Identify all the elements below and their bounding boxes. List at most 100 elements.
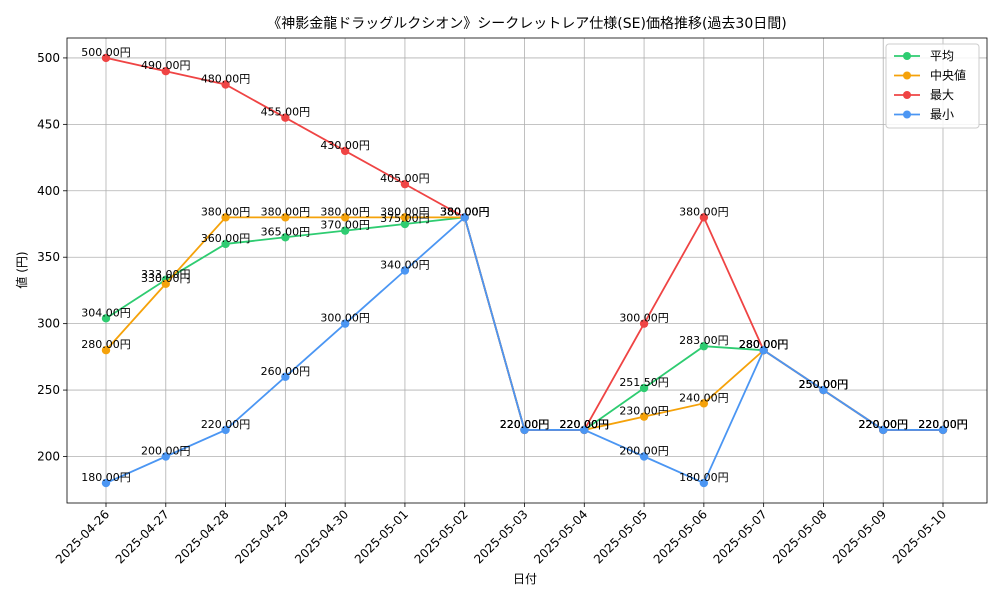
x-tick-label: 2025-05-03: [471, 507, 530, 566]
legend-swatch-marker: [903, 110, 911, 119]
y-tick-label: 450: [37, 117, 60, 131]
x-axis-label: 日付: [513, 572, 537, 586]
data-point: [221, 239, 230, 249]
legend-swatch-marker: [903, 52, 911, 60]
data-label: 220.00円: [560, 418, 610, 431]
data-label: 220.00円: [560, 418, 610, 431]
data-point: [161, 452, 170, 461]
legend-label: 平均: [930, 49, 954, 63]
data-point: [400, 179, 410, 189]
data-label: 405.00円: [380, 172, 430, 185]
data-label: 250.00円: [799, 378, 849, 391]
data-label: 220.00円: [858, 418, 908, 431]
data-label: 220.00円: [500, 418, 550, 431]
data-label: 280.00円: [739, 338, 789, 351]
chart-title: 《神影金龍ドラッグルクシオン》シークレットレア仕様(SE)価格推移(過去30日間…: [267, 15, 786, 32]
data-label: 180.00円: [81, 471, 131, 484]
data-label: 380.00円: [440, 205, 490, 218]
legend-label: 中央値: [930, 68, 966, 83]
data-label: 304.00円: [81, 306, 131, 319]
x-tick-label: 2025-05-01: [352, 507, 411, 566]
y-tick-label: 350: [37, 250, 60, 264]
x-tick-label: 2025-05-09: [830, 507, 889, 566]
data-point: [340, 146, 350, 156]
x-tick-label: 2025-05-05: [591, 507, 650, 566]
data-label: 200.00円: [619, 445, 669, 458]
x-tick-label: 2025-05-02: [412, 507, 471, 566]
legend-box: [885, 43, 980, 129]
data-label: 283.00円: [679, 334, 729, 347]
data-label: 220.00円: [858, 418, 908, 431]
data-point: [699, 399, 709, 408]
data-point: [101, 53, 111, 63]
y-tick-label: 500: [37, 51, 60, 65]
data-point: [221, 213, 230, 222]
x-tick-label: 2025-04-30: [292, 507, 351, 566]
data-label: 300.00円: [619, 312, 669, 325]
data-label: 430.00円: [320, 139, 370, 152]
data-label: 220.00円: [918, 418, 968, 431]
data-label: 200.00円: [141, 445, 191, 458]
data-label: 251.50円: [619, 376, 669, 389]
x-tick-label: 2025-04-26: [53, 507, 112, 566]
y-tick-label: 400: [37, 184, 60, 198]
data-point: [520, 425, 529, 435]
data-point: [639, 383, 649, 393]
data-label: 300.00円: [320, 312, 370, 325]
data-label: 370.00円: [320, 219, 370, 232]
data-point: [400, 219, 410, 229]
data-label: 220.00円: [500, 418, 550, 431]
data-point: [580, 425, 589, 435]
y-axis-label: 値 (円): [14, 251, 29, 288]
data-point: [101, 478, 111, 488]
data-point: [221, 80, 230, 89]
data-point: [281, 233, 290, 242]
data-point: [879, 425, 888, 435]
data-label: 380.00円: [320, 205, 370, 218]
data-point: [281, 213, 290, 222]
data-label: 380.00円: [679, 205, 729, 218]
data-point: [699, 213, 709, 222]
data-labels: 304.00円 333.00円 360.00円 365.00円 370.00円 375.0…: [81, 46, 968, 484]
data-point: [101, 346, 111, 355]
data-point: [400, 266, 410, 275]
x-tick-label: 2025-05-07: [711, 507, 770, 566]
x-tick-label: 2025-05-04: [531, 507, 590, 566]
data-label: 330.00円: [141, 272, 191, 285]
data-label: 220.00円: [500, 418, 550, 431]
x-tick-label: 2025-05-06: [651, 507, 710, 566]
data-label: 250.00円: [799, 378, 849, 391]
data-point: [759, 346, 768, 355]
data-point: [340, 226, 350, 235]
data-label: 250.00円: [799, 378, 849, 391]
data-point: [161, 67, 170, 76]
series-group: [101, 53, 948, 488]
data-label: 220.00円: [918, 418, 968, 431]
data-point: [340, 213, 350, 222]
data-point: [699, 478, 709, 488]
y-tick-label: 200: [37, 450, 60, 464]
data-label: 220.00円: [560, 418, 610, 431]
data-point: [699, 342, 709, 351]
data-label: 380.00円: [261, 205, 311, 218]
x-tick-label: 2025-04-29: [232, 507, 291, 566]
data-label: 280.00円: [739, 338, 789, 351]
data-label: 230.00円: [619, 405, 669, 418]
data-point: [819, 385, 828, 395]
data-label: 250.00円: [799, 378, 849, 391]
data-point: [400, 213, 410, 222]
data-label: 220.00円: [560, 418, 610, 431]
data-label: 220.00円: [918, 418, 968, 431]
data-point: [460, 213, 469, 222]
data-point: [938, 425, 948, 435]
data-label: 375.00円: [380, 212, 430, 225]
data-point: [221, 425, 230, 435]
data-point: [101, 314, 111, 323]
data-point: [281, 113, 290, 122]
legend-label: 最小: [930, 108, 954, 122]
x-tick-label: 2025-05-08: [770, 507, 829, 566]
